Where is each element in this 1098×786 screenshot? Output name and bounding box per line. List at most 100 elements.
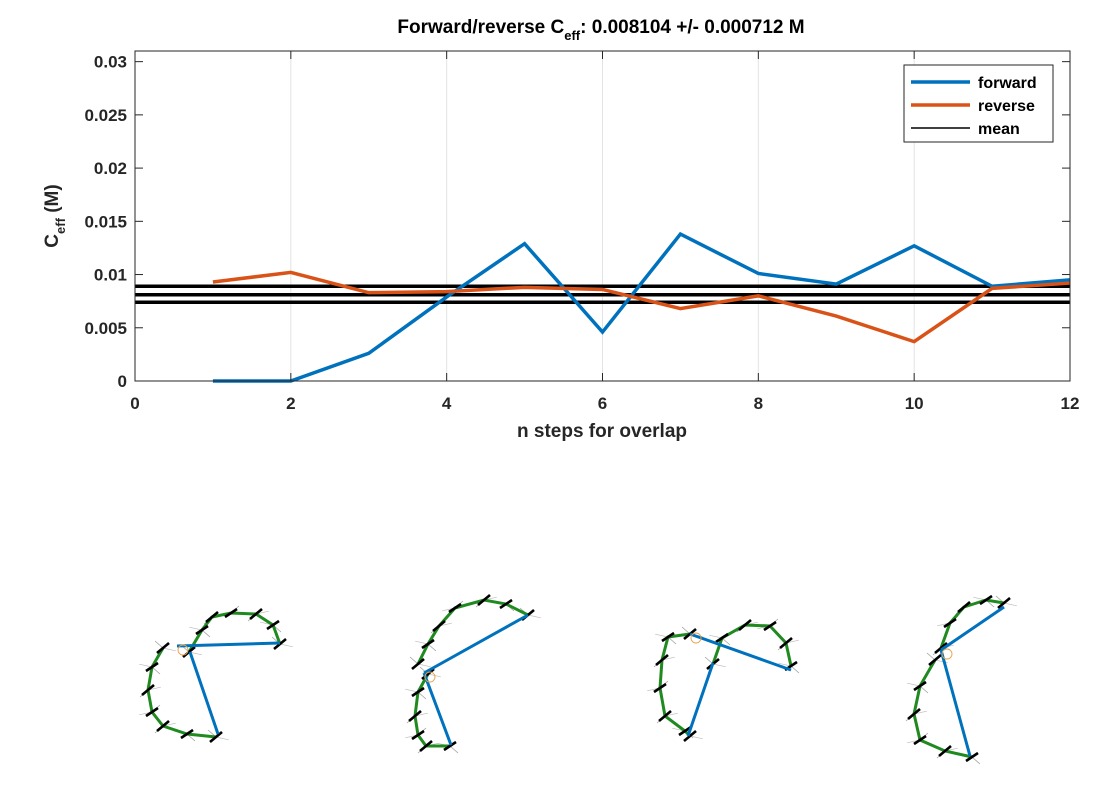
molecule-link <box>188 651 220 735</box>
molecule-whisker <box>712 663 726 668</box>
molecule-bond-tick <box>979 594 993 606</box>
molecule-bond-tick <box>928 654 942 666</box>
molecule-whisker <box>427 643 437 652</box>
molecule-bond-tick <box>156 642 170 654</box>
molecule-bond-tick <box>182 646 196 658</box>
molecule-bond-tick <box>195 624 209 636</box>
molecule-bond-tick <box>266 619 280 631</box>
molecule-bond-tick <box>965 751 979 763</box>
molecule-bond-tick <box>477 594 491 606</box>
x-tick-label-2: 4 <box>442 394 452 413</box>
molecule-whisker <box>417 663 431 668</box>
molecule-backbone <box>912 659 973 759</box>
molecule-whisker <box>907 682 921 687</box>
molecule-whisker <box>527 614 541 619</box>
series-line-forward <box>212 231 1071 383</box>
molecule-whisker <box>139 663 153 668</box>
molecule-bond-tick <box>913 680 927 692</box>
legend: forward reverse mean <box>903 64 1054 143</box>
molecule-bond-tick <box>658 710 672 722</box>
molecule-whisker <box>971 756 981 765</box>
molecule-link <box>689 632 792 672</box>
molecule-bond-tick <box>943 617 957 629</box>
molecule-junction <box>941 648 953 660</box>
molecule-bond-tick <box>448 602 462 614</box>
molecule-link <box>939 649 972 757</box>
molecule-bond-tick <box>683 730 697 742</box>
molecule-bond-tick <box>779 637 793 649</box>
molecule-2 <box>405 594 541 754</box>
molecule-bond-tick <box>145 661 159 673</box>
molecule-bond-tick <box>653 682 667 694</box>
x-tick-label-3: 6 <box>598 394 607 413</box>
grid-lines <box>290 51 915 381</box>
molecule-3 <box>647 618 800 742</box>
molecule-bond-tick <box>738 619 752 631</box>
molecule-junction <box>424 671 436 683</box>
molecule-backbone <box>146 647 217 739</box>
molecule-bond-tick <box>907 708 921 720</box>
molecule-bond-tick <box>678 725 692 737</box>
molecule-bond-tick <box>661 631 675 643</box>
molecule-bond-tick <box>156 720 170 732</box>
molecule-whisker <box>926 652 936 661</box>
x-tick-label-6: 12 <box>1061 394 1080 413</box>
molecule-junction <box>177 644 189 656</box>
x-tick-label-0: 0 <box>130 394 139 413</box>
chart-title: Forward/reverse Ceff: 0.008104 +/- 0.000… <box>397 17 804 43</box>
molecule-bond-tick <box>141 684 155 696</box>
molecule-backbone <box>413 673 450 748</box>
molecule-whisker <box>778 662 792 667</box>
x-ticks: 0 2 4 6 8 10 12 <box>130 51 1079 413</box>
molecule-whisker <box>790 665 800 674</box>
molecule-bond-tick <box>408 710 422 722</box>
molecule-4 <box>905 594 1017 765</box>
molecule-bond-tick <box>421 638 435 650</box>
molecule-whisker <box>279 643 293 648</box>
legend-label-forward: forward <box>978 75 1037 92</box>
legend-label-reverse: reverse <box>978 98 1035 115</box>
molecule-bond-tick <box>715 632 729 644</box>
molecule-whisker <box>405 688 419 693</box>
molecule-bond-tick <box>934 642 948 654</box>
molecule-bond-tick <box>224 607 238 619</box>
x-tick-label-4: 8 <box>754 394 763 413</box>
molecule-bond-tick <box>957 601 971 613</box>
molecule-whisker <box>215 736 229 741</box>
molecule-1 <box>139 605 293 743</box>
molecule-bond-tick <box>763 620 777 632</box>
molecule-link <box>422 672 453 746</box>
molecule-link <box>940 605 1005 652</box>
molecule-backbone <box>711 623 793 667</box>
molecule-bond-tick <box>419 740 433 752</box>
molecule-whisker <box>201 629 211 638</box>
y-tick-label-3: 0.015 <box>84 212 127 231</box>
molecule-whisker <box>151 666 161 675</box>
molecule-bond-tick <box>209 731 223 743</box>
molecule-link <box>176 641 281 648</box>
molecule-whisker <box>721 637 731 646</box>
series-line-reverse <box>212 270 1071 344</box>
molecule-bond-tick <box>432 620 446 632</box>
molecule-whisker <box>689 735 703 740</box>
molecule-bond-tick <box>913 734 927 746</box>
legend-label-mean: mean <box>978 121 1020 138</box>
x-axis-label: n steps for overlap <box>517 421 687 442</box>
molecule-whisker <box>919 685 929 694</box>
molecule-bond-tick <box>997 597 1011 609</box>
molecule-bond-tick <box>411 686 425 698</box>
molecule-structures <box>139 594 1017 765</box>
molecule-whisker <box>1003 602 1017 607</box>
y-tick-label-5: 0.025 <box>84 106 127 125</box>
y-tick-label-0: 0 <box>118 372 127 391</box>
molecule-bond-tick <box>938 745 952 757</box>
y-axis-label: Ceff (M) <box>42 184 68 247</box>
molecule-whisker <box>409 656 419 665</box>
x-tick-label-1: 2 <box>286 394 295 413</box>
y-ticks: 0 0.005 0.01 0.015 0.02 0.025 0.03 <box>84 53 1070 391</box>
molecule-bond-tick <box>411 729 425 741</box>
molecule-whisker <box>154 640 164 649</box>
molecule-whisker <box>449 745 459 754</box>
y-tick-label-6: 0.03 <box>94 53 127 72</box>
